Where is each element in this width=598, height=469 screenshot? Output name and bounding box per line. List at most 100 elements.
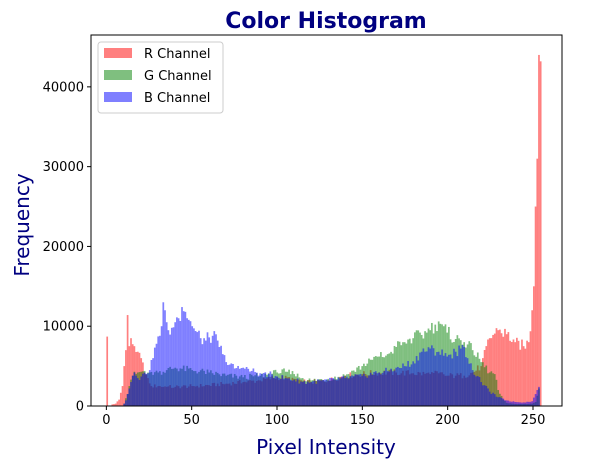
histogram-bar — [332, 378, 335, 406]
histogram-bar — [145, 373, 148, 406]
histogram-bar — [300, 381, 302, 406]
histogram-bar — [106, 336, 109, 406]
histogram-bar — [487, 388, 489, 406]
histogram-bar — [456, 356, 459, 406]
histogram-bar — [249, 371, 251, 406]
histogram-bar — [514, 402, 517, 406]
histogram-bar — [274, 376, 277, 406]
histogram-bar — [465, 357, 467, 406]
histogram-bar — [320, 380, 323, 406]
histogram-bar — [398, 367, 401, 406]
histogram-bar — [126, 394, 129, 406]
histogram-bar — [446, 356, 449, 406]
histogram-bar — [310, 382, 313, 406]
histogram-bar — [357, 374, 360, 406]
histogram-bar — [422, 348, 425, 406]
histogram-bar — [257, 375, 260, 406]
x-tick-label: 50 — [183, 413, 200, 428]
histogram-bar — [136, 378, 139, 406]
histogram-bar — [327, 380, 330, 406]
histogram-bar — [267, 374, 270, 406]
histogram-bar — [488, 391, 491, 406]
histogram-bar — [191, 326, 194, 406]
y-axis-label: Frequency — [10, 173, 34, 276]
histogram-bar — [538, 386, 540, 406]
histogram-bar — [436, 352, 438, 406]
histogram-bar — [213, 331, 216, 406]
histogram-bar — [509, 340, 511, 406]
histogram-bar — [220, 345, 222, 406]
histogram-bar — [383, 371, 386, 406]
legend-label: R Channel — [144, 47, 211, 62]
histogram-bar — [172, 327, 175, 406]
histogram-bar — [434, 355, 437, 406]
histogram-bar — [425, 351, 428, 406]
histogram-bar — [155, 343, 158, 406]
histogram-bar — [114, 403, 117, 406]
histogram-bar — [534, 206, 537, 406]
histogram-bar — [259, 373, 262, 406]
histogram-bar — [485, 386, 488, 406]
histogram-bar — [397, 366, 399, 406]
histogram-bar — [374, 371, 377, 406]
histogram-bar — [196, 332, 199, 406]
histogram-bar — [223, 355, 226, 406]
histogram-bar — [199, 338, 202, 406]
histogram-bar — [509, 401, 511, 406]
histogram-bar — [237, 365, 239, 406]
histogram-bar — [517, 402, 520, 406]
histogram-bar — [504, 328, 506, 406]
histogram-bar — [264, 372, 267, 406]
histogram-bar — [482, 362, 484, 406]
histogram-bar — [356, 374, 358, 406]
histogram-bar — [439, 354, 442, 406]
histogram-bar — [380, 374, 382, 406]
histogram-bar — [303, 381, 306, 406]
histogram-bar — [454, 351, 457, 406]
histogram-bar — [216, 340, 219, 406]
histogram-bar — [317, 379, 319, 406]
histogram-bar — [153, 347, 156, 406]
histogram-bar — [140, 376, 143, 406]
histogram-bar — [235, 368, 238, 406]
histogram-bar — [245, 366, 248, 406]
histogram-bar — [284, 378, 287, 406]
histogram-bar — [118, 399, 120, 406]
histogram-bar — [162, 302, 165, 406]
y-tick-label: 40000 — [43, 80, 84, 95]
histogram-bar — [432, 348, 435, 406]
histogram-bar — [531, 401, 534, 406]
histogram-bar — [312, 381, 314, 406]
histogram-bar — [289, 379, 292, 406]
histogram-bar — [179, 320, 182, 406]
histogram-bar — [148, 370, 151, 406]
histogram-bar — [335, 379, 338, 406]
histogram-bar — [493, 333, 496, 406]
histogram-bar — [119, 392, 122, 406]
histogram-bar — [381, 372, 384, 406]
histogram-bar — [527, 342, 530, 406]
histogram-bar — [395, 367, 398, 406]
histogram-bar — [225, 362, 228, 406]
histogram-bar — [526, 340, 528, 406]
histogram-bar — [470, 363, 472, 406]
histogram-bar — [507, 400, 510, 406]
histogram-bar — [480, 382, 483, 406]
histogram-bar — [125, 400, 127, 406]
histogram-bar — [206, 332, 209, 406]
histogram-bar — [198, 330, 200, 406]
histogram-bar — [255, 372, 258, 406]
histogram-bar — [194, 331, 197, 406]
plot-frame — [90, 34, 563, 407]
histogram-bar — [493, 374, 496, 406]
histogram-bar — [488, 372, 491, 406]
histogram-bar — [514, 342, 517, 406]
histogram-bar — [420, 351, 423, 406]
histogram-bar — [201, 344, 204, 406]
histogram-bar — [405, 366, 408, 406]
histogram-bar — [323, 379, 326, 406]
legend-swatch — [104, 92, 132, 102]
histogram-bar — [516, 402, 518, 406]
histogram-bar — [125, 350, 127, 406]
